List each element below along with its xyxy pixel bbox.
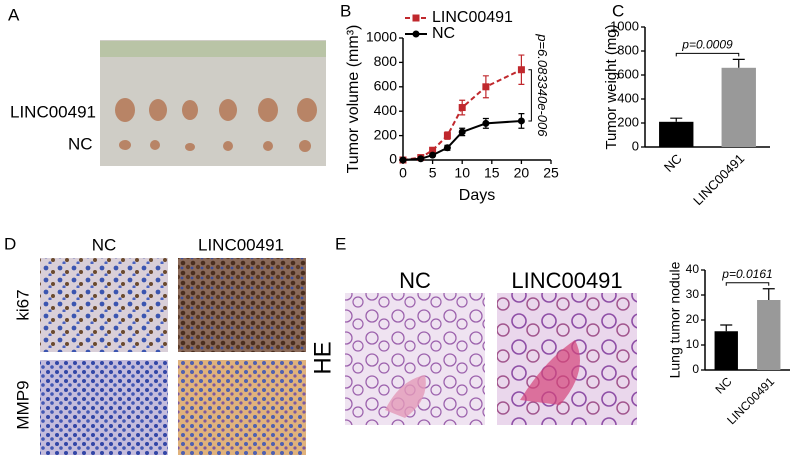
marker xyxy=(458,104,466,112)
error-bar xyxy=(732,58,745,68)
panel-letter: A xyxy=(8,5,20,24)
ihc-image xyxy=(40,258,168,352)
y-tick-label: 0 xyxy=(389,151,397,167)
y-axis-label: Lung tumor nodule xyxy=(667,261,683,378)
row-label: HE xyxy=(309,341,336,374)
y-tick-label: 10 xyxy=(686,337,700,351)
y-tick-label: 0 xyxy=(632,138,639,153)
col-label: NC xyxy=(92,235,117,254)
marker xyxy=(399,156,407,164)
marker xyxy=(517,117,525,125)
bar xyxy=(659,121,694,147)
y-tick-label: 20 xyxy=(686,312,700,326)
bar xyxy=(757,300,781,370)
x-axis-label: Days xyxy=(459,187,495,204)
p-value: p=6.083340e-006 xyxy=(535,33,550,137)
panel-letter: D xyxy=(4,234,16,253)
x-tick-label: 5 xyxy=(429,165,437,181)
y-tick-label: 40 xyxy=(686,262,700,276)
row-label: ki67 xyxy=(13,289,32,320)
y-tick-label: 600 xyxy=(617,66,639,81)
marker xyxy=(417,155,425,163)
legend-marker xyxy=(412,14,420,22)
y-tick-label: 800 xyxy=(374,53,398,69)
x-tick-label: NC xyxy=(661,151,685,175)
marker xyxy=(429,146,437,154)
marker xyxy=(458,128,466,136)
x-tick-label: 20 xyxy=(514,165,530,181)
p-value: p=0.0161 xyxy=(721,267,772,281)
bar xyxy=(721,67,756,147)
panel-letter: B xyxy=(340,1,351,20)
marker xyxy=(517,66,525,74)
marker xyxy=(443,132,451,140)
row-label: NC xyxy=(68,134,93,153)
marker xyxy=(429,151,437,159)
tumors xyxy=(115,98,317,152)
x-tick-label: 15 xyxy=(484,165,500,181)
ihc-image xyxy=(40,360,168,455)
row-label: MMP9 xyxy=(13,380,32,429)
tumor-photo xyxy=(100,40,326,166)
legend-label: LINC00491 xyxy=(432,9,513,26)
col-label: NC xyxy=(399,268,431,293)
y-tick-label: 800 xyxy=(617,42,639,57)
ruler xyxy=(100,41,326,57)
error-bar xyxy=(670,117,683,122)
x-tick-label: NC xyxy=(712,374,734,396)
y-tick-label: 30 xyxy=(686,287,700,301)
x-tick-label: 10 xyxy=(454,165,470,181)
marker xyxy=(443,144,451,152)
significance-bracket xyxy=(675,52,740,57)
y-tick-label: 200 xyxy=(617,114,639,129)
significance-bracket xyxy=(725,282,770,286)
marker xyxy=(482,119,490,127)
he-detail xyxy=(520,340,580,405)
he-detail xyxy=(385,375,426,418)
y-tick-label: 400 xyxy=(617,90,639,105)
ihc-image xyxy=(178,258,306,352)
y-axis-label: Tumor volume (mm³) xyxy=(345,25,362,174)
row-label: LINC00491 xyxy=(10,102,96,121)
y-axis-label: Tumor weight (mg) xyxy=(603,24,620,149)
y-tick-label: 400 xyxy=(374,102,398,118)
significance-bracket xyxy=(528,69,532,122)
bar xyxy=(714,331,738,370)
x-tick-label: 25 xyxy=(543,165,559,181)
y-tick-label: 1000 xyxy=(610,18,639,33)
ihc-image xyxy=(178,360,306,455)
marker xyxy=(482,83,490,91)
error-bar xyxy=(762,288,775,300)
y-tick-label: 1000 xyxy=(366,29,397,45)
x-tick-label: 0 xyxy=(399,165,407,181)
p-value: p=0.0009 xyxy=(681,38,733,52)
panel-letter: C xyxy=(612,1,624,20)
y-tick-label: 0 xyxy=(692,362,699,376)
x-tick-label: LINC00491 xyxy=(690,151,747,208)
legend-marker xyxy=(412,30,420,38)
panel-letter: E xyxy=(335,234,346,253)
y-tick-label: 600 xyxy=(374,78,398,94)
legend-label: NC xyxy=(432,25,455,42)
y-tick-label: 200 xyxy=(374,126,398,142)
col-label: LINC00491 xyxy=(511,268,622,293)
col-label: LINC00491 xyxy=(198,235,284,254)
error-bar xyxy=(720,324,733,332)
